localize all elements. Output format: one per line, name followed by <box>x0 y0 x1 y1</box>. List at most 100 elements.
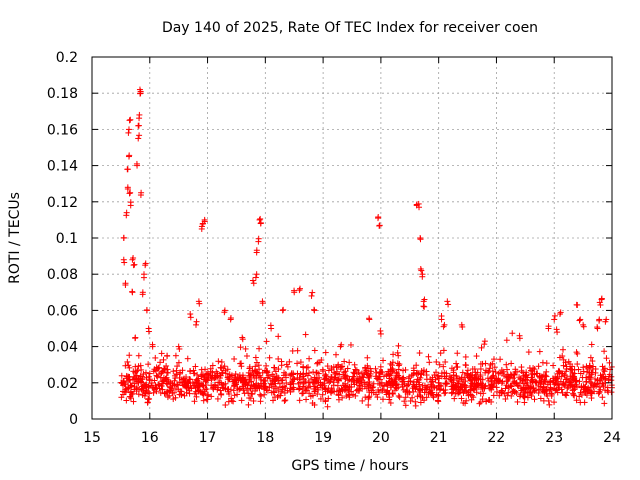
data-point <box>296 397 303 404</box>
data-point <box>246 373 253 380</box>
data-point <box>161 366 168 373</box>
data-point <box>505 389 512 396</box>
data-point <box>386 396 393 403</box>
data-point <box>259 300 266 307</box>
data-point <box>456 389 463 396</box>
data-point <box>476 400 483 407</box>
data-point <box>573 397 580 404</box>
data-point <box>127 395 134 402</box>
data-point <box>123 397 130 404</box>
data-point <box>391 380 398 387</box>
data-point <box>208 393 215 400</box>
data-point <box>590 383 597 390</box>
data-point <box>338 375 345 382</box>
data-point <box>417 236 424 243</box>
data-point <box>255 235 262 242</box>
data-point <box>502 385 509 392</box>
data-point <box>560 356 567 363</box>
data-point <box>265 372 272 379</box>
data-point <box>294 374 301 381</box>
data-point <box>465 389 472 396</box>
data-point <box>313 369 320 376</box>
data-point <box>473 353 480 360</box>
data-point <box>508 372 515 379</box>
data-point <box>588 380 595 387</box>
data-point <box>542 377 549 384</box>
data-point <box>459 381 466 388</box>
data-point <box>414 369 421 376</box>
data-point <box>587 354 594 361</box>
data-point <box>385 390 392 397</box>
data-point <box>303 364 310 371</box>
data-point <box>127 116 134 123</box>
data-point <box>444 298 451 305</box>
data-point <box>588 389 595 396</box>
data-point <box>122 282 129 289</box>
data-point <box>434 373 441 380</box>
data-point <box>146 377 153 384</box>
data-point <box>533 379 540 386</box>
data-point <box>153 372 160 379</box>
data-point <box>245 401 252 408</box>
data-point <box>356 373 363 380</box>
data-point <box>414 393 421 400</box>
data-point <box>364 371 371 378</box>
data-point <box>608 389 615 396</box>
data-point <box>296 385 303 392</box>
data-point <box>498 367 505 374</box>
data-point <box>179 379 186 386</box>
data-point <box>565 378 572 385</box>
data-point <box>370 380 377 387</box>
y-tick-label: 0.1 <box>56 231 78 247</box>
data-point <box>410 367 417 374</box>
data-point <box>395 352 402 359</box>
data-point <box>435 392 442 399</box>
data-point <box>463 389 470 396</box>
data-point <box>546 401 553 408</box>
data-point <box>173 381 180 388</box>
data-point <box>304 372 311 379</box>
data-point <box>511 388 518 395</box>
data-point <box>536 386 543 393</box>
data-point <box>218 364 225 371</box>
data-point <box>200 391 207 398</box>
data-point <box>322 349 329 356</box>
data-point <box>173 371 180 378</box>
data-point <box>466 375 473 382</box>
data-point <box>261 386 268 393</box>
data-point <box>464 372 471 379</box>
data-point <box>196 300 203 307</box>
data-point <box>152 354 159 361</box>
data-point <box>597 301 604 308</box>
data-point <box>256 216 263 223</box>
data-point <box>129 288 136 295</box>
data-point <box>482 369 489 376</box>
data-point <box>160 356 167 363</box>
data-point <box>560 346 567 353</box>
data-point <box>128 382 135 389</box>
data-point <box>281 383 288 390</box>
data-point <box>547 378 554 385</box>
data-point <box>296 287 303 294</box>
data-point <box>360 374 367 381</box>
data-point <box>488 386 495 393</box>
data-point <box>421 303 428 310</box>
data-point <box>341 358 348 365</box>
data-point <box>174 363 181 370</box>
data-point <box>344 365 351 372</box>
data-point <box>497 356 504 363</box>
data-point <box>137 90 144 97</box>
data-point <box>601 348 608 355</box>
data-point <box>243 380 250 387</box>
data-point <box>299 390 306 397</box>
data-point <box>544 381 551 388</box>
data-point <box>275 333 282 340</box>
data-point <box>493 384 500 391</box>
data-point <box>126 352 133 359</box>
data-point <box>582 383 589 390</box>
data-point <box>242 345 249 352</box>
data-point <box>601 376 608 383</box>
data-point <box>136 132 143 139</box>
data-point <box>135 379 142 386</box>
